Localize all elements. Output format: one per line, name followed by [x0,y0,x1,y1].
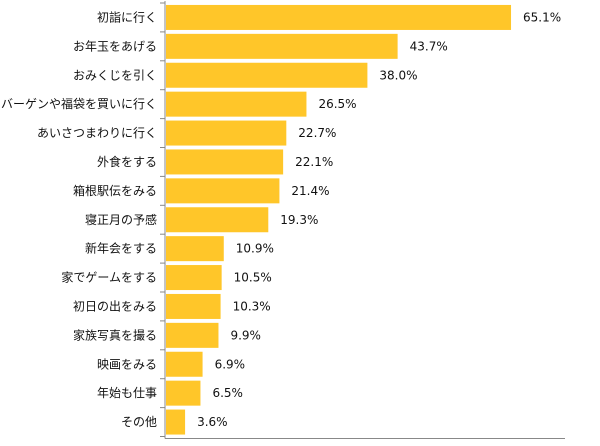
category-label-8: 新年会をする [85,241,157,256]
value-label-12: 6.9% [215,357,246,371]
bar-13 [166,380,201,406]
category-label-12: 映画をみる [97,357,157,371]
bar-10 [166,293,221,319]
bar-8 [166,236,224,262]
value-label-10: 10.3% [233,299,271,313]
category-label-0: 初詣に行く [97,10,157,24]
bar-4 [166,120,287,146]
value-label-9: 10.5% [234,271,272,285]
bar-5 [166,149,284,175]
category-label-10: 初日の出をみる [73,299,157,313]
labels-layer: 初詣に行く 65.1% お年玉をあげる 43.7% おみくじを引く 38.0% バーゲンや福… [1,10,561,429]
category-label-7: 寝正月の予感 [85,212,157,227]
bar-0 [166,4,512,30]
value-label-4: 22.7% [298,126,336,140]
value-label-3: 26.5% [318,97,356,111]
bar-14 [166,409,186,435]
value-label-2: 38.0% [379,68,417,82]
category-label-6: 箱根駅伝をみる [73,183,157,198]
category-label-2: おみくじを引く [73,68,157,82]
category-label-5: 外食をする [97,154,157,169]
bar-12 [166,351,203,377]
category-label-9: 家でゲームをする [61,270,157,285]
value-label-0: 65.1% [523,10,561,24]
category-label-3: バーゲンや福袋を買いに行く [1,96,157,111]
value-label-13: 6.5% [212,386,243,400]
category-label-13: 年始も仕事 [97,386,157,400]
value-label-7: 19.3% [280,213,318,227]
category-label-4: あいさつまわりに行く [37,126,157,140]
category-label-11: 家族写真を撮る [73,327,157,342]
bar-2 [166,62,368,88]
value-label-11: 9.9% [230,328,261,342]
bar-6 [166,178,280,204]
value-label-5: 22.1% [295,155,333,169]
bar-1 [166,33,398,59]
value-label-14: 3.6% [197,415,228,429]
axis-layer [160,1,565,439]
value-label-8: 10.9% [236,242,274,256]
bar-9 [166,265,222,291]
category-label-14: その他 [121,415,157,429]
bar-3 [166,91,307,117]
category-label-1: お年玉をあげる [73,39,157,53]
value-label-1: 43.7% [410,39,448,53]
value-label-6: 21.4% [291,184,329,198]
bar-7 [166,207,269,233]
bar-11 [166,322,219,348]
bars-layer [166,4,512,435]
